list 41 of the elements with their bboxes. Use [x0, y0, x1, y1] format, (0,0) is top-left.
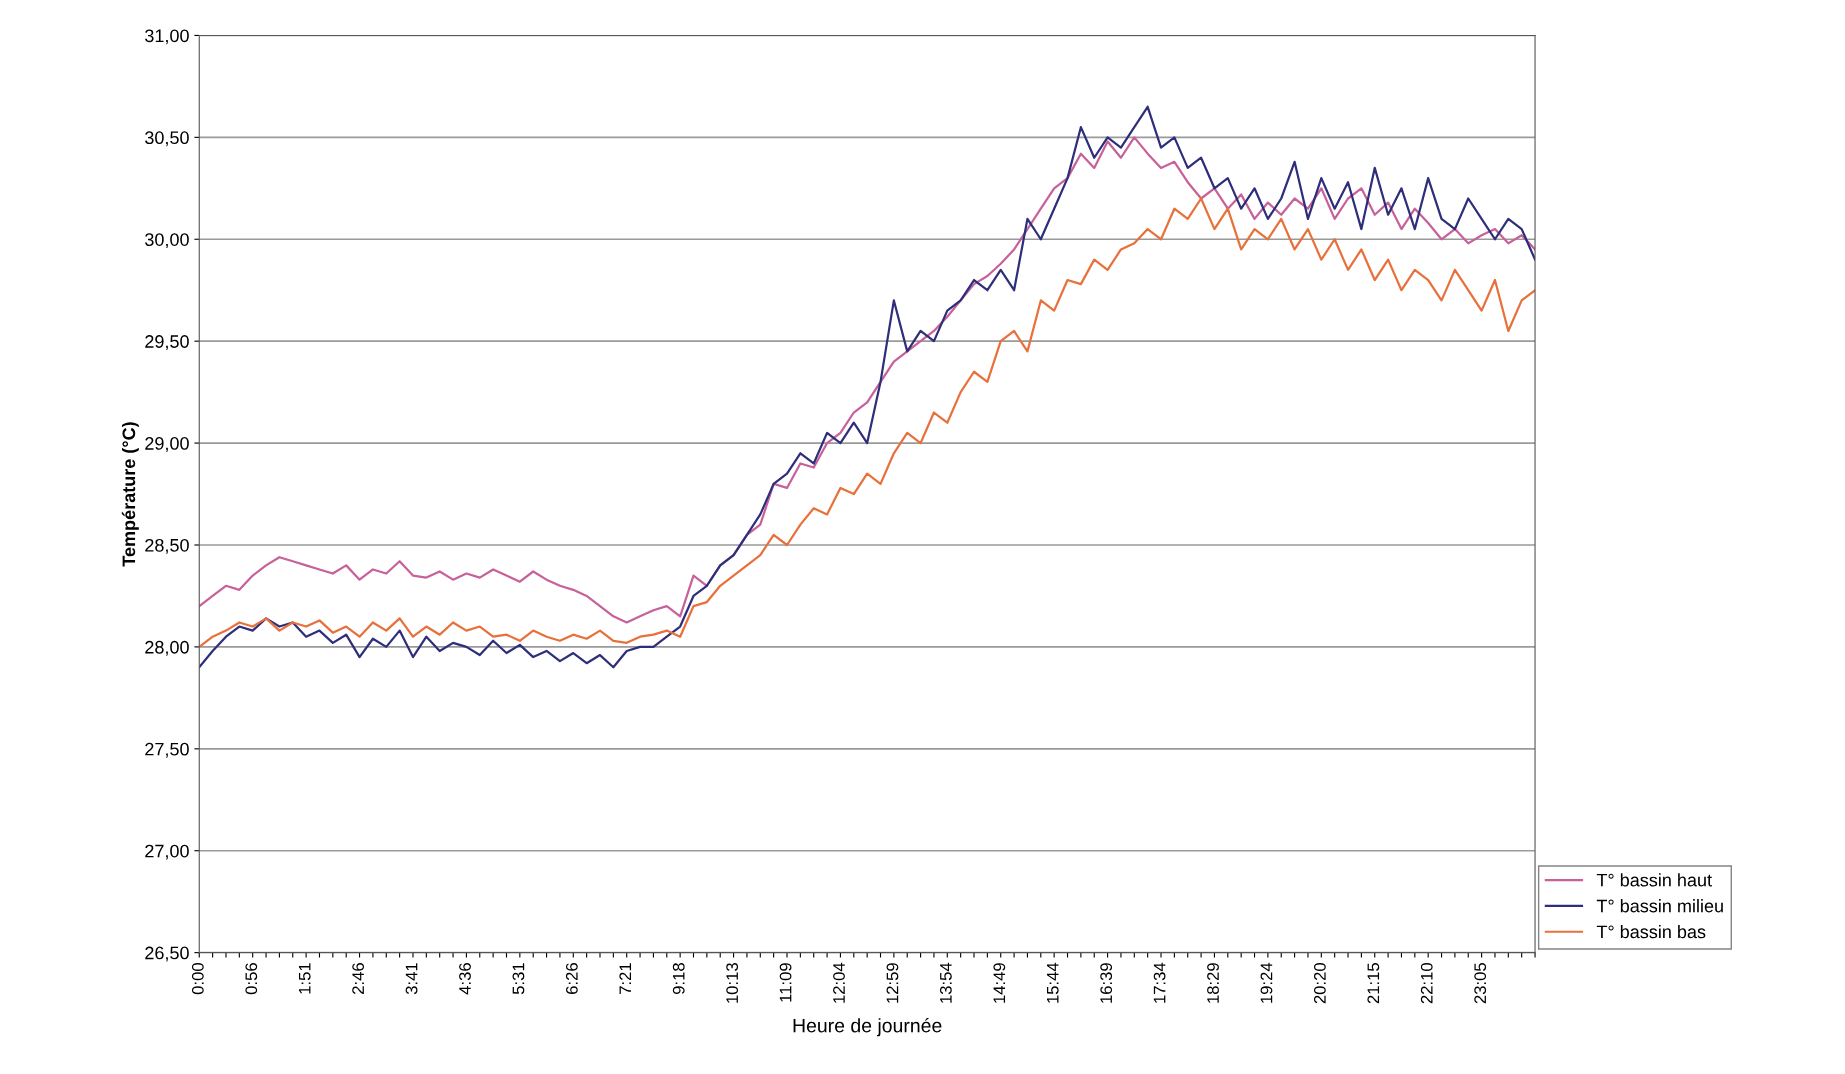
x-tick-label: 12:59 — [886, 963, 899, 1003]
x-tick-label: 5:31 — [512, 963, 525, 995]
y-tick-label: 31,00 — [145, 29, 189, 45]
y-tick-label: 28,00 — [145, 640, 189, 656]
x-tick-label: 3:41 — [405, 963, 418, 995]
x-tick-label: 0:56 — [245, 963, 258, 995]
y-tick-label: 27,50 — [145, 742, 189, 758]
line-series — [199, 197, 1536, 649]
x-tick-label: 12:04 — [833, 962, 845, 1003]
x-tick-label: 9:18 — [672, 963, 685, 995]
y-tick-label: 27,00 — [145, 844, 189, 860]
x-axis-title: Heure de journée — [793, 1017, 942, 1037]
x-tick-label: 19:24 — [1260, 962, 1273, 1003]
x-tick-label: 23:05 — [1474, 963, 1487, 1004]
x-tick-label: 4:36 — [459, 963, 471, 995]
x-tick-label: 14:49 — [993, 963, 1006, 1003]
y-tick-label: 30,00 — [145, 233, 189, 249]
x-tick-label: 0:00 — [191, 963, 204, 995]
y-tick-label: 29,00 — [145, 437, 189, 452]
x-tick-label: 10:13 — [726, 963, 739, 1003]
x-tick-label: 21:15 — [1367, 963, 1380, 1004]
y-tick-label: 26,50 — [145, 946, 189, 962]
x-tick-label: 13:54 — [939, 962, 952, 1003]
x-tick-label: 11:09 — [779, 963, 792, 1002]
legend-label: T° bassin bas — [1596, 924, 1706, 939]
x-tick-label: 15:44 — [1047, 962, 1059, 1003]
x-tick-label: 16:39 — [1100, 963, 1113, 1003]
legend-label: T° bassin milieu — [1596, 899, 1723, 913]
legend-label: T° bassin haut — [1596, 873, 1712, 887]
x-tick-label: 6:26 — [565, 963, 578, 994]
x-tick-label: 20:20 — [1313, 963, 1326, 1004]
x-tick-label: 22:10 — [1420, 963, 1433, 1004]
x-tick-label: 18:29 — [1207, 963, 1219, 1003]
y-tick-label: 30,50 — [145, 131, 189, 147]
x-tick-label: 1:51 — [298, 963, 311, 994]
y-tick-label: 29,50 — [145, 335, 189, 351]
y-axis-title: Température (°C) — [121, 422, 139, 567]
x-tick-label: 17:34 — [1153, 962, 1166, 1003]
x-tick-label: 7:21 — [619, 963, 632, 994]
y-tick-label: 28,50 — [145, 538, 189, 554]
x-tick-label: 2:46 — [352, 963, 365, 994]
